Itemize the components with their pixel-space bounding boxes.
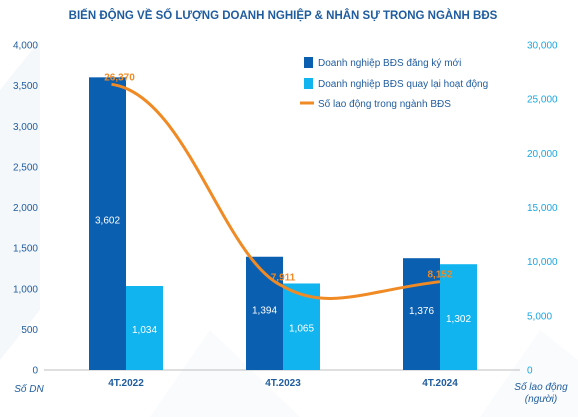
y-right-tick-label: 15,000	[527, 203, 558, 214]
legend-label-workforce: Số lao động trong ngành BĐS	[318, 98, 451, 110]
legend: Doanh nghiệp BĐS đăng ký mới Doanh nghiệ…	[300, 57, 488, 110]
legend-label-returning: Doanh nghiệp BĐS quay lại hoạt động	[318, 79, 488, 90]
y-left-tick-label: 0	[32, 366, 38, 377]
x-category-label: 4T.2024	[422, 378, 458, 389]
legend-swatch-new-registrations	[304, 57, 313, 68]
bar-new-registrations	[89, 77, 126, 371]
line-label-workforce: 8,152	[427, 270, 452, 281]
y-axis-right-title-line2: (người)	[525, 394, 557, 405]
y-right-tick-label: 30,000	[527, 41, 558, 52]
y-right-tick-label: 0	[527, 366, 533, 377]
bar-returning	[440, 264, 477, 370]
bar-label-new-registrations: 3,602	[95, 216, 120, 227]
y-left-tick-label: 1,000	[13, 284, 38, 295]
x-category-label: 4T.2023	[265, 378, 301, 389]
y-right-tick-label: 20,000	[527, 149, 558, 160]
background-watermark	[0, 40, 578, 417]
bar-label-new-registrations: 1,376	[409, 306, 434, 317]
y-left-tick-label: 3,000	[13, 122, 38, 133]
line-label-workforce: 7,911	[271, 272, 296, 283]
legend-label-new-registrations: Doanh nghiệp BĐS đăng ký mới	[318, 58, 461, 69]
series-line-workforce	[111, 82, 441, 300]
y-right-tick-label: 5,000	[527, 311, 552, 322]
y-right-tick-label: 25,000	[527, 95, 558, 106]
bar-label-returning: 1,034	[132, 325, 157, 336]
y-left-tick-label: 2,500	[13, 162, 38, 173]
y-left-tick-label: 3,500	[13, 81, 38, 92]
x-category-label: 4T.2022	[108, 378, 144, 389]
legend-swatch-returning	[304, 78, 313, 89]
bar-label-new-registrations: 1,394	[252, 305, 277, 316]
bar-new-registrations	[403, 258, 440, 370]
y-left-tick-label: 500	[21, 325, 38, 336]
chart-title: BIẾN ĐỘNG VỀ SỐ LƯỢNG DOANH NGHIỆP & NHÂ…	[69, 8, 498, 22]
bar-returning	[126, 285, 163, 370]
y-left-tick-label: 4,000	[13, 41, 38, 52]
bar-label-returning: 1,065	[289, 324, 314, 335]
y-axis-left-title: Số DN	[14, 383, 44, 395]
y-axis-right-title-line1: Số lao động	[514, 381, 568, 393]
bar-new-registrations	[246, 256, 283, 370]
y-left-tick-label: 1,500	[13, 244, 38, 255]
y-left-tick-label: 2,000	[13, 203, 38, 214]
line-label-workforce: 26,370	[104, 72, 135, 83]
bar-label-returning: 1,302	[446, 314, 471, 325]
y-right-tick-label: 10,000	[527, 257, 558, 268]
